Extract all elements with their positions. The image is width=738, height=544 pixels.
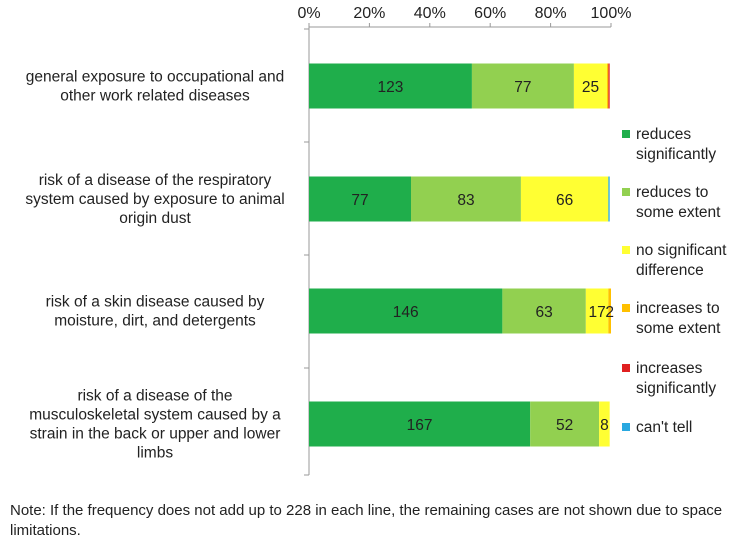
- category-label: risk of a disease of the respiratory: [39, 172, 272, 189]
- legend-swatch: [622, 188, 630, 196]
- bar-segment: [608, 288, 611, 334]
- data-label: 17: [588, 304, 605, 321]
- category-label: strain in the back or upper and lower: [30, 426, 281, 443]
- bar-segment: [608, 63, 610, 109]
- data-label: 77: [514, 79, 531, 96]
- bar-segment: [502, 288, 586, 334]
- bar-segment: [410, 176, 521, 222]
- x-tick-label: 100%: [591, 5, 632, 22]
- category-label: system caused by exposure to animal: [25, 191, 284, 208]
- x-tick-label: 60%: [474, 5, 506, 22]
- legend-label: difference: [636, 262, 704, 279]
- legend-swatch: [622, 423, 630, 431]
- bar-segment: [585, 288, 609, 334]
- bar-segment: [530, 401, 600, 447]
- bar-segment: [599, 401, 610, 447]
- legend-label: some extent: [636, 320, 721, 337]
- legend-swatch: [622, 364, 630, 372]
- bar-segment: [309, 176, 411, 222]
- data-label: 52: [556, 417, 573, 434]
- legend-label: can't tell: [636, 419, 692, 436]
- bar-segment: [520, 176, 609, 222]
- legend-label: reduces to: [636, 184, 708, 201]
- category-label: other work related diseases: [60, 88, 250, 105]
- category-label: musculoskeletal system caused by a: [29, 407, 281, 424]
- x-tick-label: 80%: [535, 5, 567, 22]
- legend-swatch: [622, 130, 630, 138]
- data-label: 83: [457, 192, 474, 209]
- category-label: general exposure to occupational and: [26, 69, 285, 86]
- legend-label: no significant: [636, 242, 727, 259]
- bar-segment: [608, 176, 610, 222]
- data-label: 25: [582, 79, 599, 96]
- legend-swatch: [622, 246, 630, 254]
- legend-label: increases to: [636, 300, 720, 317]
- data-label: 77: [351, 192, 368, 209]
- data-label: 146: [393, 304, 419, 321]
- x-tick-label: 40%: [414, 5, 446, 22]
- data-label: 8: [600, 417, 609, 434]
- legend-swatch: [622, 304, 630, 312]
- bar-segment: [607, 63, 609, 109]
- bar-segment: [309, 63, 472, 109]
- data-label: 66: [556, 192, 573, 209]
- x-tick-label: 20%: [353, 5, 385, 22]
- legend-label: reduces: [636, 126, 691, 143]
- legend-label: significantly: [636, 380, 716, 397]
- legend-label: significantly: [636, 146, 716, 163]
- footnote: Note: If the frequency does not add up t…: [10, 502, 723, 539]
- bar-segment: [309, 288, 503, 334]
- legend-label: some extent: [636, 204, 721, 221]
- bar-segment: [471, 63, 574, 109]
- legend-label: increases: [636, 360, 703, 377]
- category-label: moisture, dirt, and detergents: [54, 313, 256, 330]
- category-label: origin dust: [119, 210, 191, 227]
- category-label: limbs: [137, 445, 173, 462]
- category-label: risk of a disease of the: [77, 388, 232, 405]
- data-label: 123: [378, 79, 404, 96]
- data-label: 2: [605, 304, 614, 321]
- data-label: 167: [407, 417, 433, 434]
- data-label: 63: [535, 304, 552, 321]
- category-label: risk of a skin disease caused by: [46, 294, 265, 311]
- bar-segment: [309, 401, 531, 447]
- bar-segment: [573, 63, 608, 109]
- x-tick-label: 0%: [297, 5, 320, 22]
